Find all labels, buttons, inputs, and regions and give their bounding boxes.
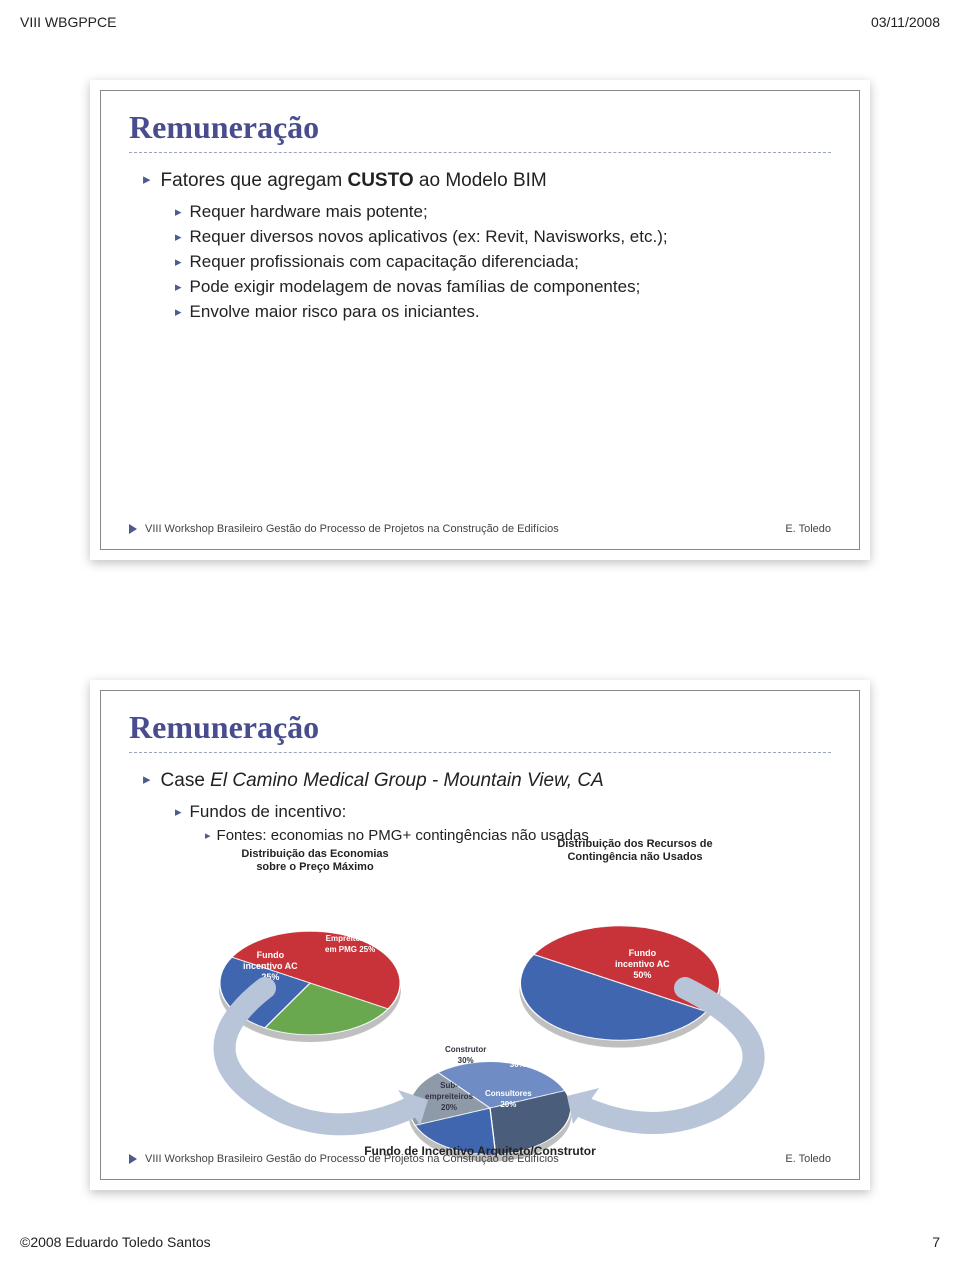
slide-footer: VIII Workshop Brasileiro Gestão do Proce…: [129, 523, 831, 535]
bullet-text: Envolve maior risco para os iniciantes.: [190, 301, 480, 323]
slice-label: Empreiteirosem PMG 25%: [325, 933, 375, 955]
bullet-mark: ▸: [143, 169, 151, 191]
slice-label: Proprietário50%: [570, 903, 621, 925]
arrow-right-icon: [555, 968, 835, 1138]
page-footer-left: ©2008 Eduardo Toledo Santos: [20, 1234, 211, 1250]
slice-label: Proprietário50%: [260, 910, 311, 932]
footer-author: E. Toledo: [785, 1153, 831, 1165]
page-header-left: VIII WBGPPCE: [20, 14, 116, 30]
bullet-mark: ▸: [205, 826, 211, 846]
bullet-text: Requer diversos novos aplicativos (ex: R…: [190, 226, 668, 248]
footer-text: VIII Workshop Brasileiro Gestão do Proce…: [145, 523, 785, 535]
slide-1: Remuneração ▸ Fatores que agregam CUSTO …: [90, 80, 870, 560]
bullet-text: Fundos de incentivo:: [190, 801, 347, 823]
bullet-l2: ▸ Fundos de incentivo:: [175, 801, 825, 823]
footer-triangle-icon: [129, 524, 137, 534]
page-footer-right: 7: [932, 1234, 940, 1250]
bullet-mark: ▸: [143, 769, 151, 791]
footer-text: VIII Workshop Brasileiro Gestão do Proce…: [145, 1153, 785, 1165]
bullet-mark: ▸: [175, 301, 182, 323]
bullet-mark: ▸: [175, 226, 182, 248]
footer-triangle-icon: [129, 1154, 137, 1164]
bullet-l2: ▸ Requer diversos novos aplicativos (ex: …: [175, 226, 825, 248]
bullet-text: Pode exigir modelagem de novas famílias …: [190, 276, 641, 298]
bullet-l2: ▸ Pode exigir modelagem de novas famílias…: [175, 276, 825, 298]
slide-2: Remuneração ▸ Case El Camino Medical Gro…: [90, 680, 870, 1190]
bullet-l2: ▸ Requer hardware mais potente;: [175, 201, 825, 223]
slide-title: Remuneração: [101, 91, 859, 152]
slice-label: Arquiteto30%: [500, 1048, 536, 1070]
page-header-right: 03/11/2008: [871, 14, 940, 30]
bullet-l1: ▸ Case El Camino Medical Group - Mountai…: [143, 769, 825, 793]
slide-1-content: ▸ Fatores que agregam CUSTO ao Modelo BI…: [101, 153, 859, 323]
bullet-l2: ▸ Envolve maior risco para os iniciantes.: [175, 301, 825, 323]
infographic-area: Distribuição das Economiassobre o Preço …: [155, 848, 805, 1158]
bullet-l1: ▸ Fatores que agregam CUSTO ao Modelo BI…: [143, 169, 825, 193]
slide-1-inner: Remuneração ▸ Fatores que agregam CUSTO …: [100, 90, 860, 550]
slide-2-inner: Remuneração ▸ Case El Camino Medical Gro…: [100, 690, 860, 1180]
bullet-l2: ▸ Requer profissionais com capacitação di…: [175, 251, 825, 273]
footer-author: E. Toledo: [785, 523, 831, 535]
slice-label: Construtor30%: [445, 1044, 486, 1066]
slice-label: Consultores20%: [485, 1088, 532, 1110]
bullet-mark: ▸: [175, 801, 182, 823]
bullet-text: Requer profissionais com capacitação dif…: [190, 251, 579, 273]
dist-left-title: Distribuição das Economiassobre o Preço …: [225, 848, 405, 874]
dist-right-title: Distribuição dos Recursos deContingência…: [535, 838, 735, 864]
bullet-mark: ▸: [175, 201, 182, 223]
bullet-mark: ▸: [175, 276, 182, 298]
arrow-left-icon: [165, 968, 445, 1138]
bullet-text: Fatores que agregam CUSTO ao Modelo BIM: [161, 169, 547, 193]
bullet-text: Case El Camino Medical Group - Mountain …: [161, 769, 604, 793]
slide-footer: VIII Workshop Brasileiro Gestão do Proce…: [129, 1153, 831, 1165]
slide-2-content: ▸ Case El Camino Medical Group - Mountai…: [101, 753, 859, 1158]
bullet-mark: ▸: [175, 251, 182, 273]
slide-title: Remuneração: [101, 691, 859, 752]
bullet-text: Requer hardware mais potente;: [190, 201, 428, 223]
bullet-text: Fontes: economias no PMG+ contingências …: [217, 826, 589, 846]
